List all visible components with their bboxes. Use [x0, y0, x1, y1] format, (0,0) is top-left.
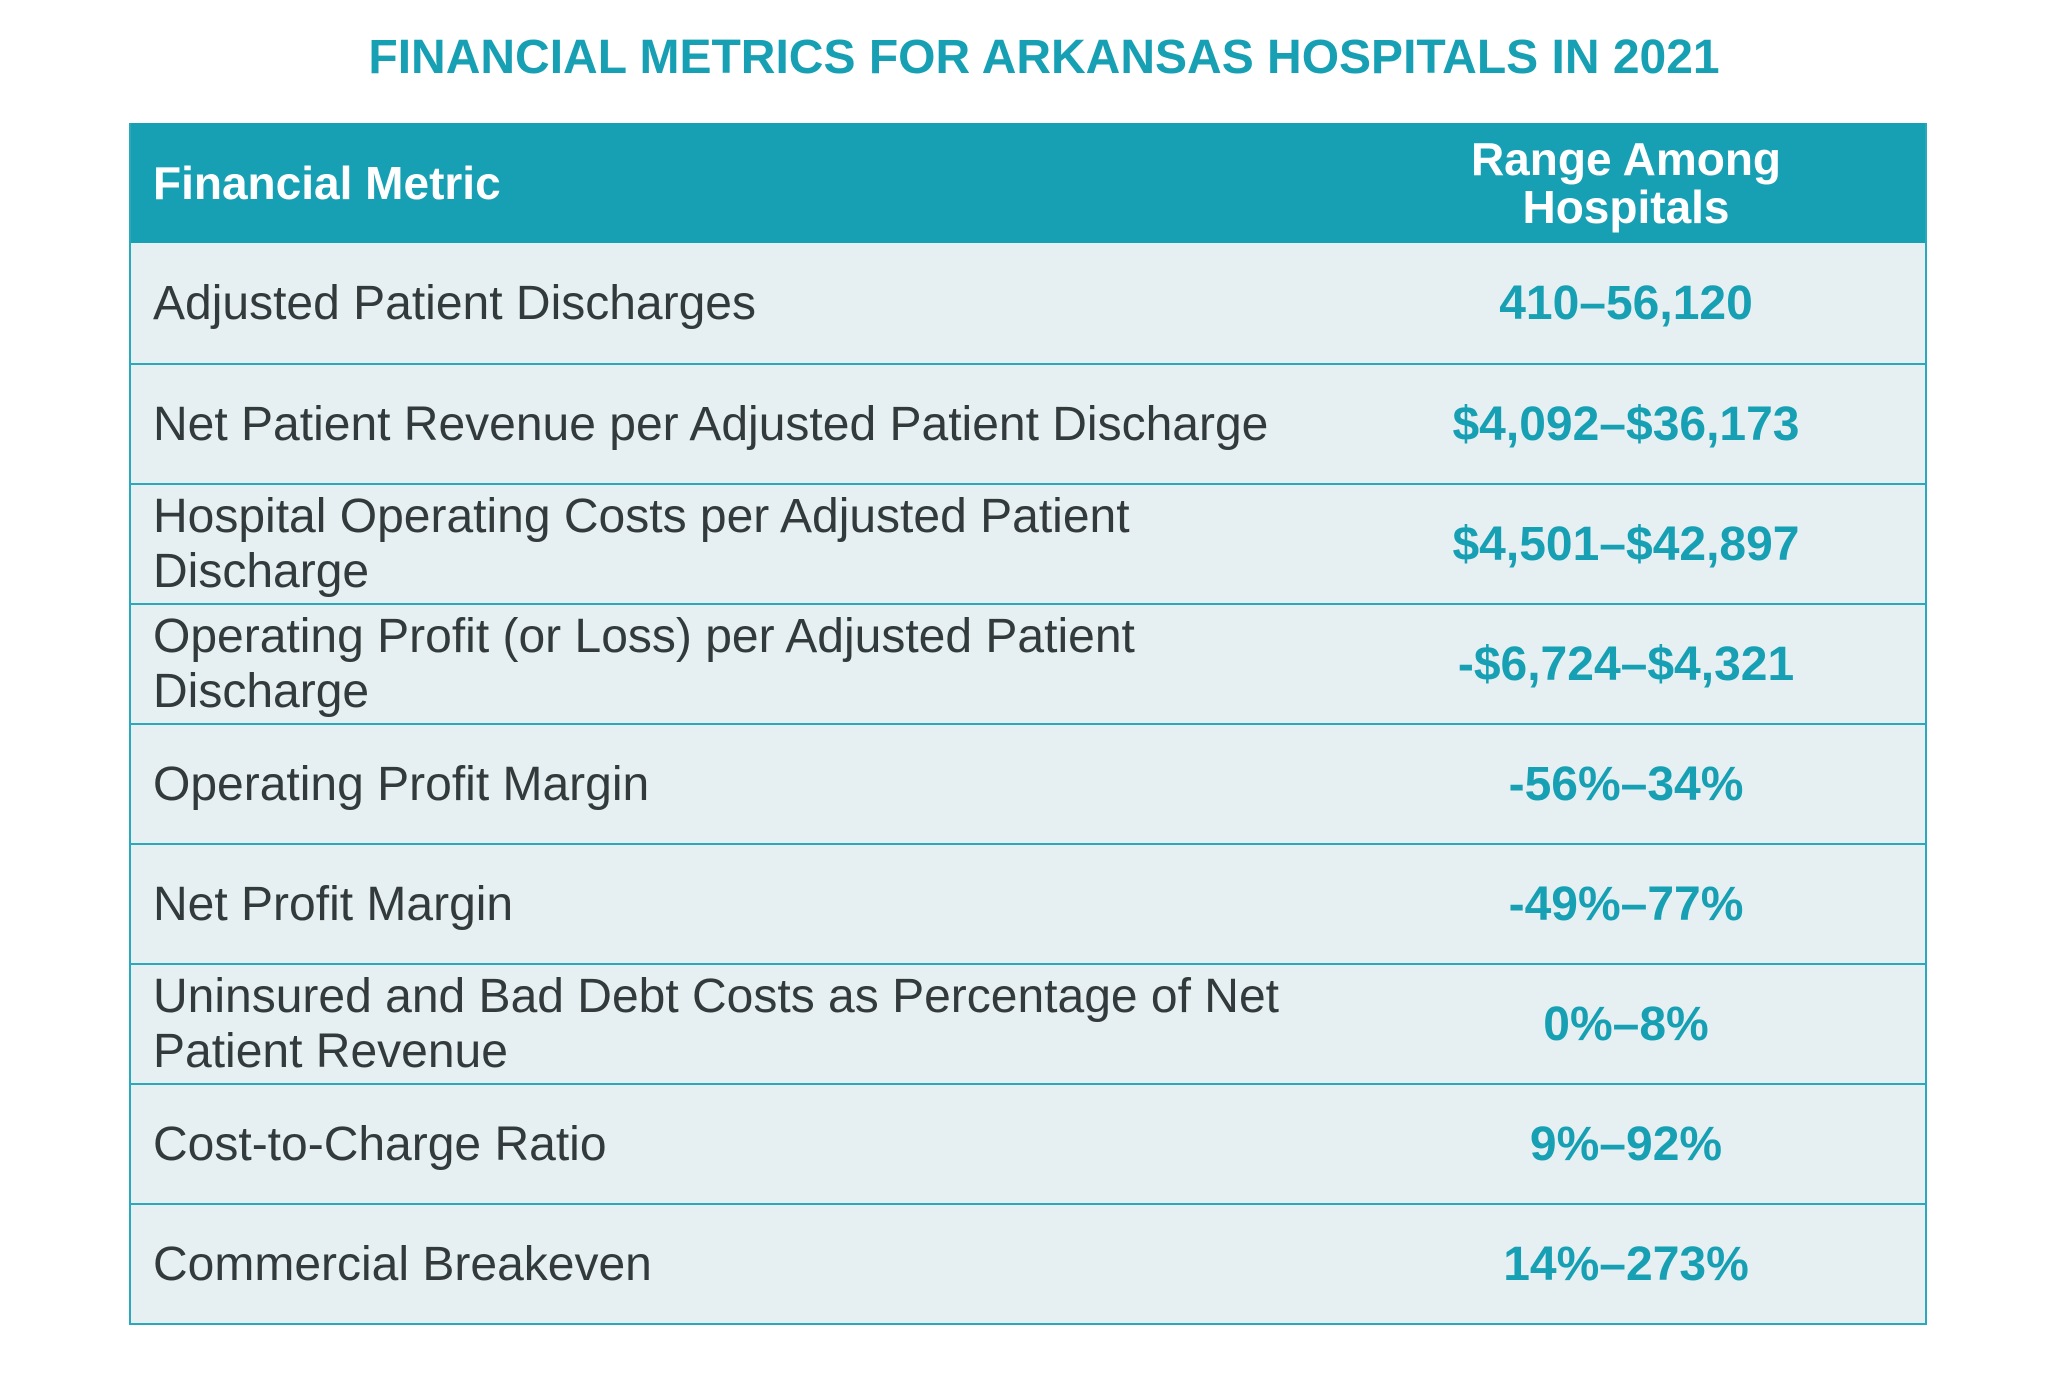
metric-label: Commercial Breakeven [153, 1237, 652, 1291]
range-value: 0%–8% [1543, 997, 1709, 1051]
metric-label: Discharge [153, 665, 370, 718]
metric-cell: Operating Profit (or Loss) per Adjusted … [131, 605, 1327, 723]
table-row: Commercial Breakeven 14%–273% [131, 1203, 1925, 1323]
range-cell: 0%–8% [1327, 965, 1925, 1083]
range-cell: -56%–34% [1327, 725, 1925, 843]
range-cell: $4,501–$42,897 [1327, 485, 1925, 603]
table-row: Net Patient Revenue per Adjusted Patient… [131, 363, 1925, 483]
range-value: 14%–273% [1503, 1237, 1749, 1291]
header-text: Range Among [1470, 133, 1782, 185]
page-title: FINANCIAL METRICS FOR ARKANSAS HOSPITALS… [368, 31, 1720, 84]
table-row: Net Profit Margin -49%–77% [131, 843, 1925, 963]
range-value: -49%–77% [1508, 877, 1744, 931]
range-value: 410–56,120 [1499, 276, 1753, 330]
metric-label: Operating Profit (or Loss) per Adjusted … [153, 610, 1135, 663]
metric-cell: Operating Profit Margin [131, 725, 1327, 843]
metric-label: Operating Profit Margin [153, 757, 650, 811]
table-row: Uninsured and Bad Debt Costs as Percenta… [131, 963, 1925, 1083]
metric-label: Adjusted Patient Discharges [153, 276, 756, 330]
table-row: Operating Profit (or Loss) per Adjusted … [131, 603, 1925, 723]
column-header-range-among-hospitals: Range Among Hospitals [1327, 123, 1925, 243]
range-cell: 410–56,120 [1327, 243, 1925, 363]
column-header-financial-metric: Financial Metric [131, 123, 1327, 243]
metric-label: Patient Revenue [153, 1025, 508, 1078]
range-cell: 14%–273% [1327, 1205, 1925, 1323]
metric-cell: Adjusted Patient Discharges [131, 243, 1327, 363]
financial-metrics-table: Financial Metric Range Among Hospitals A… [129, 123, 1927, 1325]
range-value: 9%–92% [1529, 1117, 1723, 1171]
range-value: $4,092–$36,173 [1452, 397, 1800, 451]
table-header-row: Financial Metric Range Among Hospitals [131, 123, 1925, 243]
header-text: Hospitals [1522, 181, 1730, 233]
table-row: Adjusted Patient Discharges 410–56,120 [131, 243, 1925, 363]
range-value: $4,501–$42,897 [1452, 517, 1800, 571]
range-cell: 9%–92% [1327, 1085, 1925, 1203]
metric-label: Discharge [153, 545, 370, 598]
metric-label: Cost-to-Charge Ratio [153, 1117, 607, 1171]
metric-cell: Net Patient Revenue per Adjusted Patient… [131, 365, 1327, 483]
table-row: Operating Profit Margin -56%–34% [131, 723, 1925, 843]
table-row: Cost-to-Charge Ratio 9%–92% [131, 1083, 1925, 1203]
range-cell: $4,092–$36,173 [1327, 365, 1925, 483]
metric-label: Uninsured and Bad Debt Costs as Percenta… [153, 970, 1279, 1023]
metric-cell: Uninsured and Bad Debt Costs as Percenta… [131, 965, 1327, 1083]
metric-cell: Commercial Breakeven [131, 1205, 1327, 1323]
header-text: Financial Metric [153, 157, 501, 209]
range-value: -$6,724–$4,321 [1457, 637, 1795, 691]
metric-label: Net Profit Margin [153, 877, 514, 931]
metric-cell: Net Profit Margin [131, 845, 1327, 963]
table-row: Hospital Operating Costs per Adjusted Pa… [131, 483, 1925, 603]
metric-label: Hospital Operating Costs per Adjusted Pa… [153, 490, 1130, 543]
range-cell: -$6,724–$4,321 [1327, 605, 1925, 723]
range-value: -56%–34% [1508, 757, 1744, 811]
metric-cell: Hospital Operating Costs per Adjusted Pa… [131, 485, 1327, 603]
metric-cell: Cost-to-Charge Ratio [131, 1085, 1327, 1203]
metric-label: Net Patient Revenue per Adjusted Patient… [153, 397, 1269, 451]
range-cell: -49%–77% [1327, 845, 1925, 963]
